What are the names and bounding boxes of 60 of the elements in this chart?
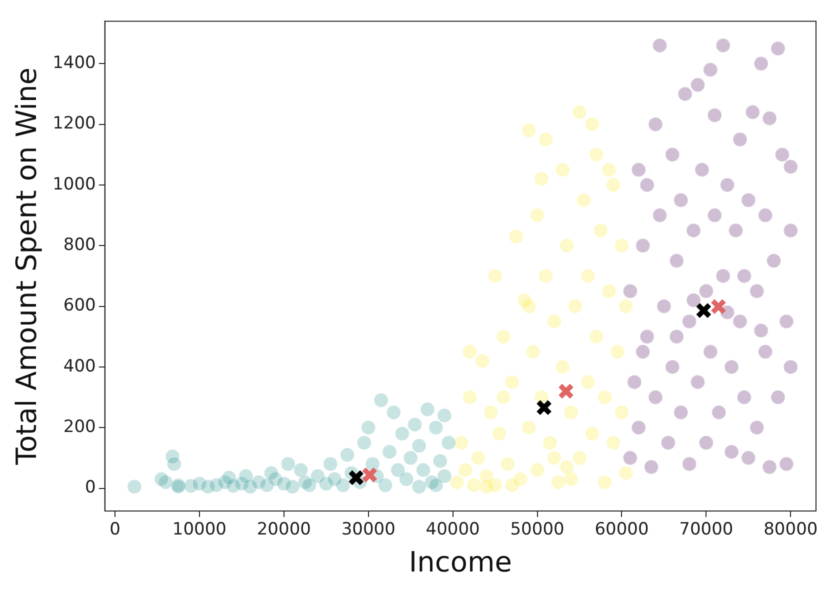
point [356,435,372,450]
point [412,479,427,494]
point [407,417,422,432]
point [403,450,418,466]
point [166,456,182,472]
point [126,479,142,494]
point [390,462,406,478]
point [365,456,380,472]
point [348,469,364,486]
point [361,466,378,484]
point [284,479,300,494]
point [394,426,410,442]
point [374,392,389,408]
point [441,435,456,450]
point [710,298,727,315]
x-tick-label: 20000 [256,520,311,540]
point [340,447,355,462]
y-tick-label: 1400 [52,53,96,74]
y-tick-label: 600 [63,296,96,316]
point [428,478,444,493]
point [378,478,393,493]
x-tick-label: 10000 [172,520,227,540]
x-tick-label: 0 [110,520,120,540]
point [154,472,169,487]
point [386,404,402,420]
x-tick-label: 40000 [426,520,480,540]
x-tick-label: 30000 [341,520,396,540]
point [264,466,279,481]
y-axis-title: Total Amount Spent on Wine [10,67,44,466]
point [428,420,444,436]
point [420,402,435,417]
point [436,468,452,484]
point [436,408,452,423]
x-tick-label: 60000 [594,520,649,540]
x-axis-title: Income [408,545,512,578]
y-tick-label: 0 [85,478,96,498]
point [222,470,237,486]
y-tick-label: 400 [63,356,96,376]
y-tick-label: 200 [63,417,96,438]
point [382,444,397,460]
x-tick-label: 80000 [764,520,818,540]
point [536,399,552,416]
point [336,478,351,493]
point [238,468,254,484]
y-tick-label: 1200 [52,114,96,134]
point [696,302,712,319]
point [558,383,574,400]
point [293,462,308,478]
point [302,478,317,493]
point [360,420,376,436]
x-tick-label: 50000 [510,520,564,540]
point [432,453,448,468]
point [398,472,414,487]
point [280,456,296,472]
y-tick-label: 1000 [52,174,96,194]
y-tick-label: 800 [63,235,96,256]
point [416,462,431,478]
point [322,456,338,472]
x-tick-label: 70000 [679,520,734,540]
point [412,438,427,454]
